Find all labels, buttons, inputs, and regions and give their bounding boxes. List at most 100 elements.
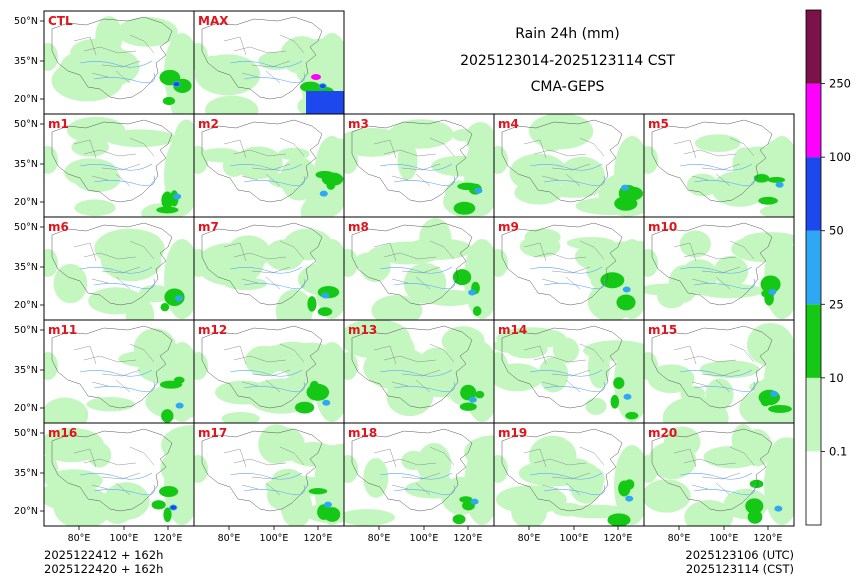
coastline	[651, 119, 773, 203]
rain-area-light	[764, 136, 794, 216]
river	[529, 369, 603, 377]
member-label: m2	[198, 117, 219, 131]
coastline	[201, 428, 323, 512]
river	[243, 175, 305, 187]
lat-tick-label: 35°N	[14, 159, 38, 170]
rain-area-heavy	[623, 393, 632, 400]
rain-area-light	[86, 397, 135, 412]
colorbar-segment	[806, 304, 821, 378]
panel-m13: m13	[343, 319, 495, 424]
rain-area-light	[644, 479, 691, 513]
rain-area-light	[104, 503, 132, 524]
province-borders	[373, 240, 455, 290]
rain-area-light	[519, 235, 561, 258]
member-label: m10	[648, 220, 677, 234]
member-label: m13	[348, 323, 377, 337]
rain-area-light	[280, 156, 318, 201]
coastline	[201, 119, 323, 203]
province-borders	[73, 34, 155, 84]
province-borders	[223, 240, 305, 290]
rain-area-light	[574, 243, 617, 270]
river	[679, 163, 753, 171]
member-panels: CTL MAX m1 m2 m3 m4 m5 m6 m7 m8 m9 m10 m11 m12 m13 m14 m…	[43, 10, 795, 527]
rain-area-light	[694, 134, 741, 153]
river	[379, 369, 453, 377]
rain-area-moderate	[452, 514, 466, 525]
rain-area-moderate	[610, 394, 620, 409]
river	[379, 472, 453, 480]
coastline	[201, 16, 323, 100]
member-label: m20	[648, 426, 677, 440]
coastline	[51, 325, 173, 409]
rain-area-light	[194, 352, 208, 380]
river	[79, 266, 153, 274]
rain-area-moderate	[452, 269, 472, 286]
lat-tick-label: 35°N	[14, 56, 38, 67]
lon-tick-label: 120°E	[754, 533, 783, 544]
rain-area-light	[679, 230, 711, 258]
province-borders	[73, 446, 155, 496]
river	[229, 266, 303, 274]
rain-area-light	[275, 289, 313, 320]
rain-area-light	[264, 239, 305, 271]
province-borders	[523, 446, 605, 496]
rain-area-light	[205, 95, 259, 114]
colorbar-tick-label: 100	[829, 150, 851, 164]
rain-area-light	[644, 352, 658, 380]
province-borders	[73, 240, 155, 290]
rain-area-light	[44, 469, 103, 492]
chart-title: Rain 24h (mm)	[515, 26, 620, 42]
river	[679, 369, 753, 377]
panel-m12: m12	[193, 319, 345, 424]
lat-tick-label: 20°N	[14, 506, 38, 517]
rain-area-moderate	[767, 176, 786, 183]
rain-area-light	[464, 239, 494, 319]
rain-area-moderate	[317, 504, 331, 520]
province-borders	[673, 240, 755, 290]
rain-area-light	[116, 17, 178, 47]
rain-area-light	[494, 455, 508, 483]
rain-area-moderate	[163, 507, 172, 523]
lat-tick-label: 50°N	[14, 325, 38, 336]
coastline	[501, 119, 623, 203]
panel-m8: m8	[343, 216, 495, 321]
river	[79, 472, 153, 480]
panel-m11: m11	[43, 319, 195, 424]
river	[393, 381, 455, 393]
lat-tick-label: 20°N	[14, 197, 38, 208]
river	[93, 484, 155, 496]
rain-area-heavy	[774, 505, 783, 512]
rain-area-light	[245, 345, 283, 377]
river	[543, 484, 605, 496]
rain-area-storm	[173, 82, 180, 87]
rain-area-light	[509, 153, 568, 192]
rain-area-light	[95, 16, 123, 57]
footer-init: 2025122412 + 162h 2025122420 + 162h	[44, 548, 163, 576]
member-label: CTL	[48, 14, 73, 28]
colorbar-frame	[805, 9, 822, 526]
province-borders	[673, 446, 755, 496]
lon-tick-label: 100°E	[710, 533, 739, 544]
rain-area-moderate	[472, 306, 482, 316]
rain-area-moderate	[764, 291, 774, 306]
colorbar-tick-label: 10	[829, 371, 844, 385]
lon-tick-label: 120°E	[154, 533, 183, 544]
rain-area-heavy	[768, 288, 777, 295]
panel-MAX: MAX	[193, 10, 345, 115]
rain-area-light	[138, 284, 172, 303]
rain-area-heavy	[770, 390, 779, 397]
member-label: m9	[498, 220, 519, 234]
lon-tick-label: 80°E	[668, 533, 691, 544]
province-borders	[523, 343, 605, 393]
rain-area-heavy	[173, 193, 182, 200]
province-borders	[223, 343, 305, 393]
rain-area-light	[194, 146, 208, 174]
river	[93, 72, 155, 84]
coastline	[201, 222, 323, 306]
panel-m15: m15	[643, 319, 795, 424]
rain-area-light	[44, 352, 58, 380]
rain-area-light	[104, 129, 177, 148]
member-label: m5	[648, 117, 669, 131]
rain-area-light	[423, 289, 478, 307]
